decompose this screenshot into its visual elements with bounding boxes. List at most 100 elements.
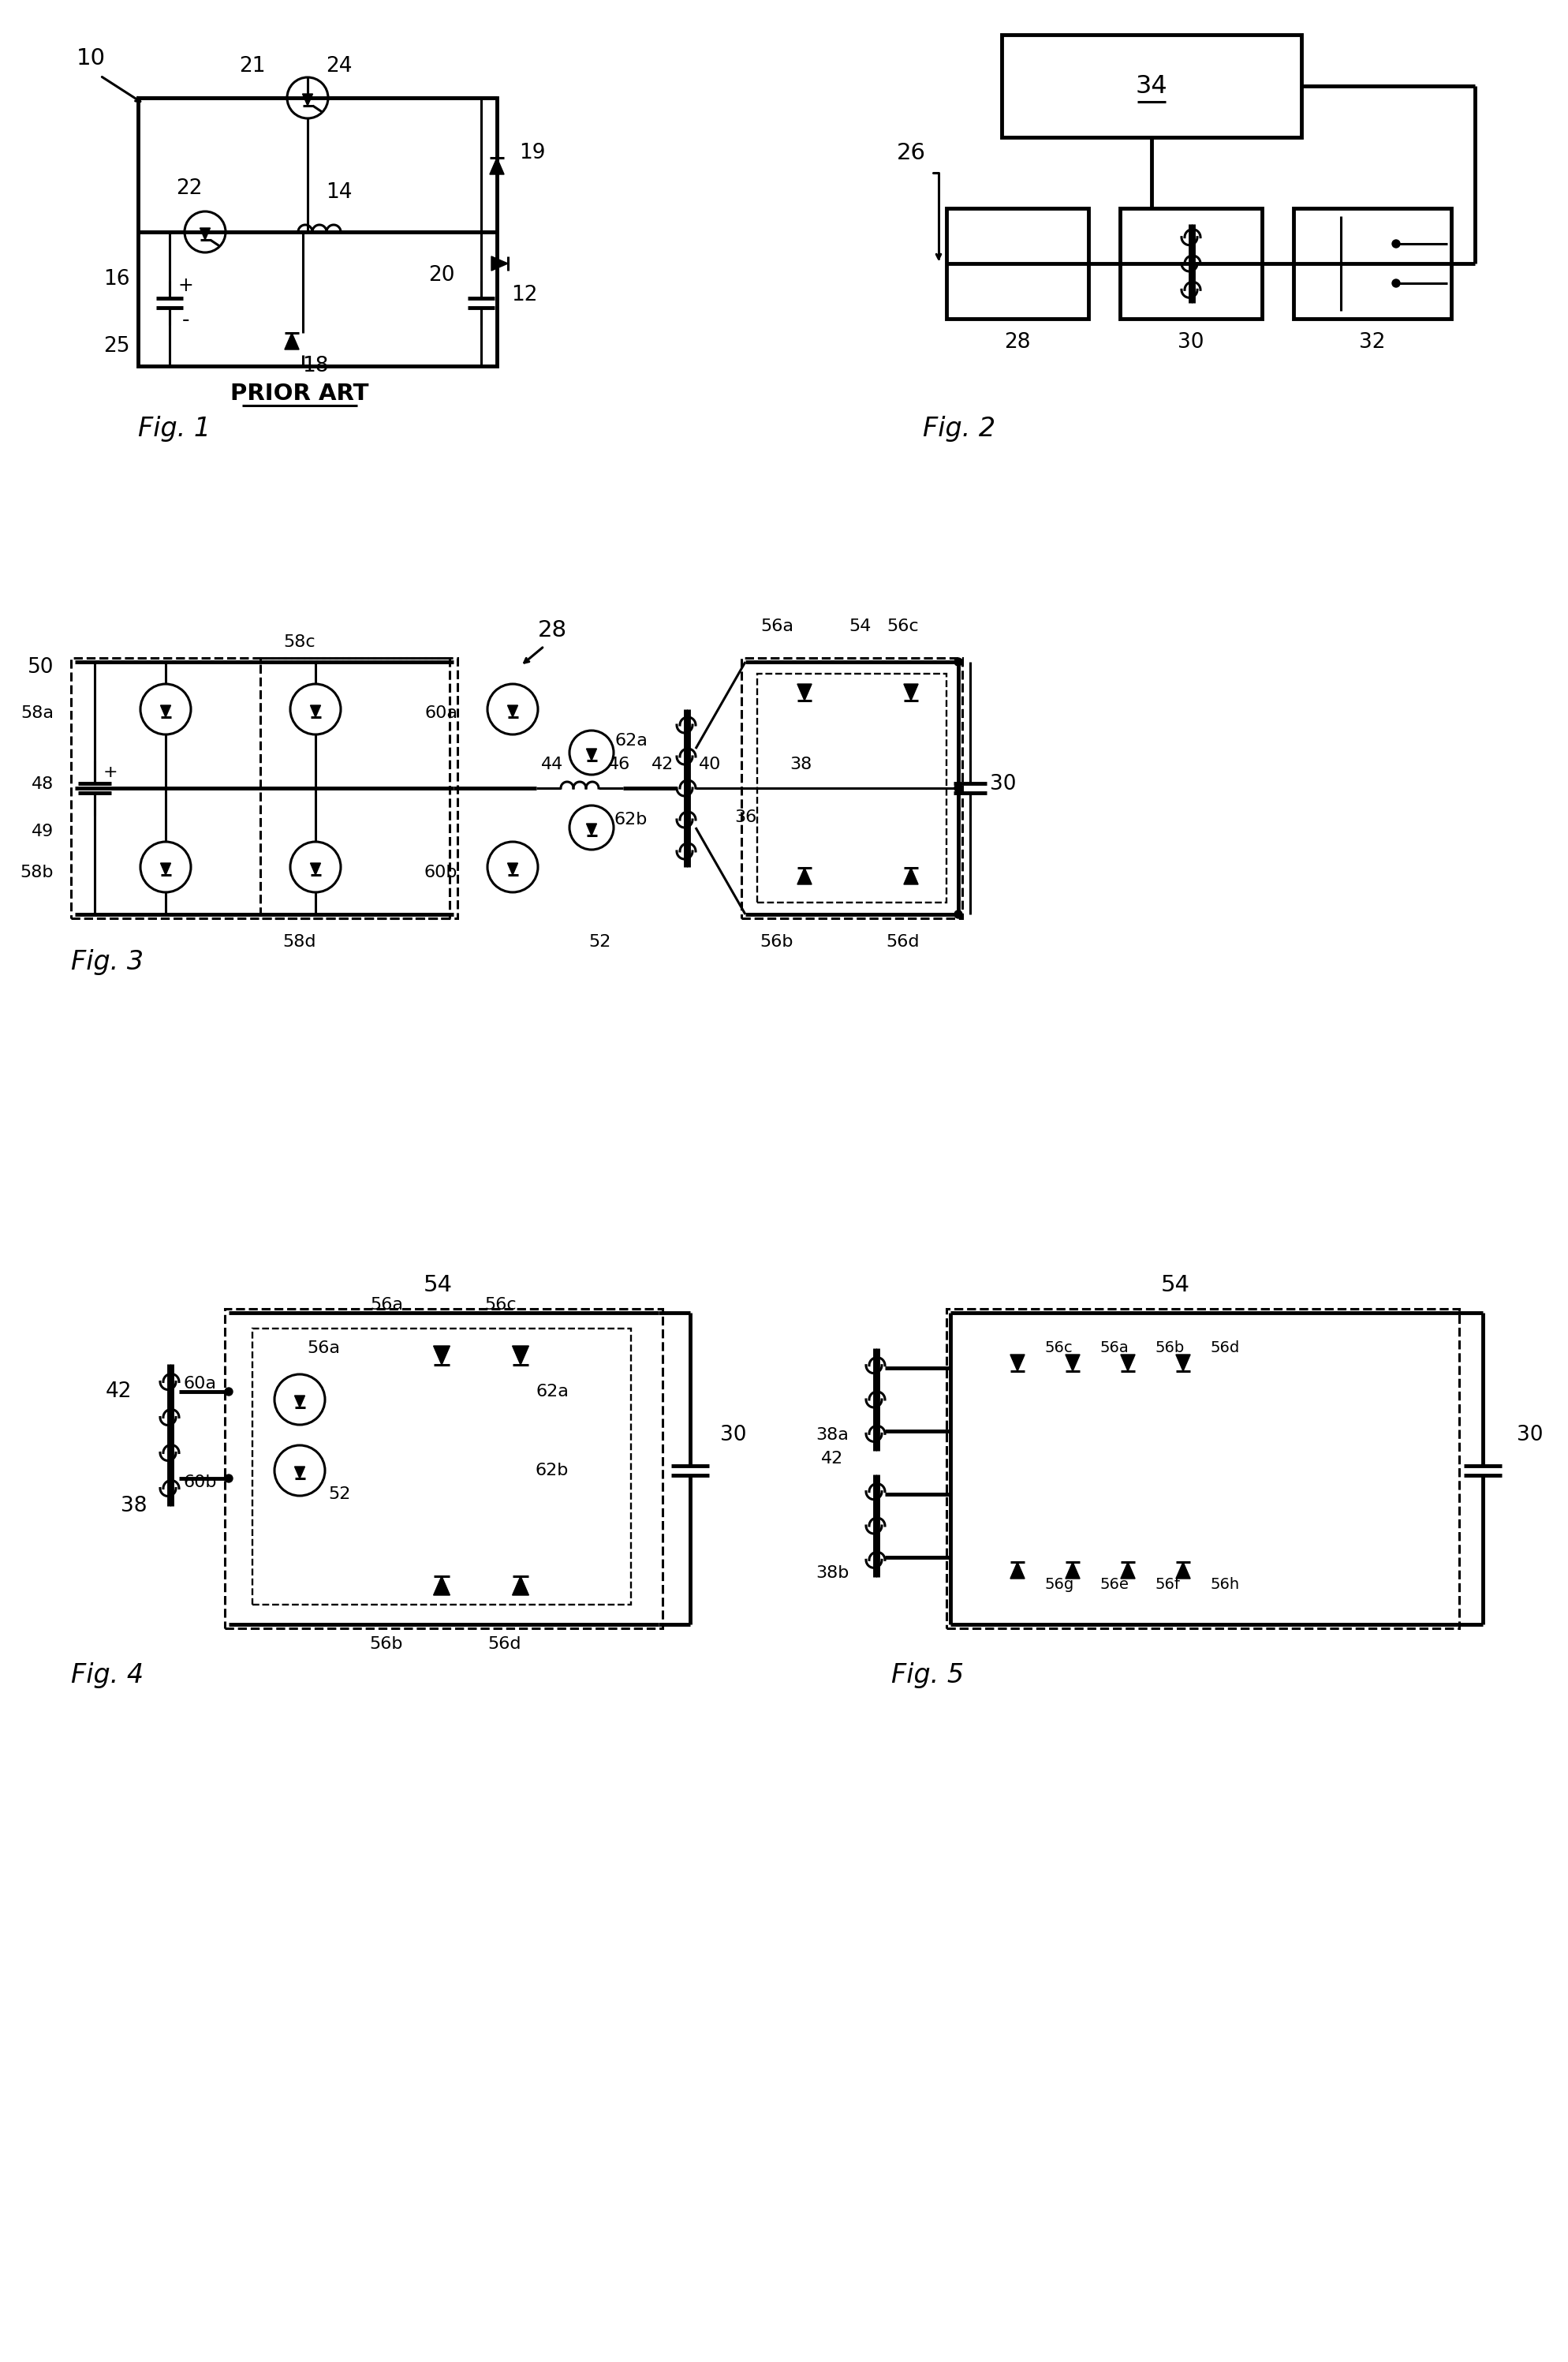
Polygon shape: [285, 333, 299, 350]
Circle shape: [955, 659, 963, 666]
Text: Fig. 1: Fig. 1: [138, 416, 210, 442]
Text: 60b: 60b: [183, 1474, 216, 1490]
Text: 30: 30: [1516, 1424, 1543, 1446]
Text: 46: 46: [608, 756, 630, 772]
Text: 10: 10: [77, 47, 105, 68]
Bar: [224, 1309, 663, 1627]
Text: 28: 28: [1004, 333, 1030, 352]
Text: 56f: 56f: [1156, 1578, 1181, 1592]
Bar: [1002, 35, 1301, 137]
Text: 62a: 62a: [615, 732, 648, 749]
Text: 40: 40: [699, 756, 721, 772]
Circle shape: [1392, 279, 1400, 288]
Text: 38a: 38a: [815, 1427, 848, 1443]
Text: 18: 18: [303, 357, 329, 376]
Text: 52: 52: [588, 933, 610, 950]
Polygon shape: [1176, 1561, 1190, 1578]
Circle shape: [955, 909, 963, 919]
Text: 62b: 62b: [615, 813, 648, 827]
Polygon shape: [586, 749, 597, 761]
Circle shape: [1392, 241, 1400, 248]
Text: 42: 42: [105, 1382, 132, 1403]
Text: 56d: 56d: [886, 933, 920, 950]
Text: 58b: 58b: [20, 864, 53, 881]
Text: 60b: 60b: [423, 864, 458, 881]
Polygon shape: [160, 706, 171, 718]
Polygon shape: [508, 862, 517, 874]
Text: Fig. 5: Fig. 5: [891, 1663, 964, 1689]
Text: PRIOR ART: PRIOR ART: [230, 383, 368, 404]
Polygon shape: [489, 158, 503, 175]
Text: 60a: 60a: [183, 1375, 216, 1391]
Text: 56b: 56b: [760, 933, 793, 950]
Bar: [757, 673, 947, 902]
Text: 60a: 60a: [425, 706, 458, 720]
Text: 30: 30: [1178, 333, 1204, 352]
Polygon shape: [160, 862, 171, 874]
Text: 28: 28: [538, 619, 566, 642]
Polygon shape: [1010, 1353, 1024, 1370]
Polygon shape: [1121, 1353, 1135, 1370]
Bar: [1294, 208, 1452, 319]
Polygon shape: [513, 1575, 528, 1594]
Text: 62b: 62b: [535, 1462, 569, 1479]
Polygon shape: [903, 685, 919, 702]
Text: 38: 38: [789, 756, 812, 772]
Polygon shape: [1176, 1353, 1190, 1370]
Text: 32: 32: [1359, 333, 1386, 352]
Text: 56h: 56h: [1210, 1578, 1240, 1592]
Text: 25: 25: [103, 335, 130, 357]
Polygon shape: [903, 867, 919, 883]
Bar: [138, 97, 497, 366]
Text: 56a: 56a: [760, 619, 793, 635]
Text: 52: 52: [328, 1486, 350, 1502]
Bar: [1120, 208, 1262, 319]
Text: Fig. 4: Fig. 4: [71, 1663, 144, 1689]
Text: 20: 20: [428, 265, 455, 286]
Text: 30: 30: [989, 775, 1016, 794]
Text: 56d: 56d: [488, 1637, 522, 1651]
Text: 19: 19: [519, 142, 546, 163]
Text: 56a: 56a: [307, 1339, 340, 1356]
Text: 14: 14: [326, 182, 353, 203]
Circle shape: [224, 1474, 232, 1483]
Text: 54: 54: [423, 1273, 452, 1297]
Text: 56b: 56b: [370, 1637, 403, 1651]
Polygon shape: [295, 1396, 304, 1408]
Text: 56a: 56a: [370, 1297, 403, 1313]
Text: 58a: 58a: [20, 706, 53, 720]
Polygon shape: [508, 706, 517, 718]
Polygon shape: [1066, 1561, 1080, 1578]
Text: 12: 12: [511, 286, 538, 305]
Text: 54: 54: [1160, 1273, 1190, 1297]
Text: -: -: [182, 309, 190, 331]
Text: +: +: [103, 765, 118, 779]
Text: 26: 26: [897, 142, 925, 163]
Text: 38b: 38b: [815, 1566, 848, 1580]
Polygon shape: [295, 1467, 304, 1479]
Text: 49: 49: [31, 824, 53, 839]
Text: 22: 22: [176, 177, 202, 198]
Text: 16: 16: [103, 269, 130, 291]
Text: 21: 21: [240, 57, 265, 76]
Text: 38: 38: [121, 1495, 147, 1516]
Polygon shape: [303, 94, 312, 106]
Text: 54: 54: [848, 619, 870, 635]
Text: 56b: 56b: [1156, 1342, 1185, 1356]
Bar: [742, 659, 963, 919]
Polygon shape: [201, 229, 210, 241]
Text: +: +: [177, 276, 193, 295]
Text: 50: 50: [27, 657, 53, 678]
Text: 48: 48: [31, 777, 53, 791]
Text: 56c: 56c: [485, 1297, 517, 1313]
Polygon shape: [433, 1346, 450, 1365]
Circle shape: [955, 784, 963, 791]
Bar: [252, 1327, 630, 1604]
Polygon shape: [1010, 1561, 1024, 1578]
Text: 34: 34: [1135, 73, 1168, 99]
Polygon shape: [586, 824, 597, 836]
Text: 24: 24: [326, 57, 353, 76]
Polygon shape: [1066, 1353, 1080, 1370]
Text: 36: 36: [734, 810, 756, 824]
Text: 62a: 62a: [536, 1384, 569, 1401]
